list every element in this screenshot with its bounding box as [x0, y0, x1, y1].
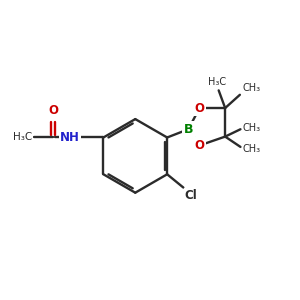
Text: H₃C: H₃C — [13, 133, 32, 142]
Text: O: O — [194, 139, 205, 152]
Text: O: O — [48, 104, 58, 117]
Text: H₃C: H₃C — [208, 77, 226, 87]
Text: CH₃: CH₃ — [243, 123, 261, 133]
Text: CH₃: CH₃ — [243, 144, 261, 154]
Text: O: O — [194, 101, 205, 115]
Text: NH: NH — [60, 131, 80, 144]
Text: B: B — [184, 123, 193, 136]
Text: Cl: Cl — [185, 189, 198, 202]
Text: CH₃: CH₃ — [242, 83, 260, 93]
